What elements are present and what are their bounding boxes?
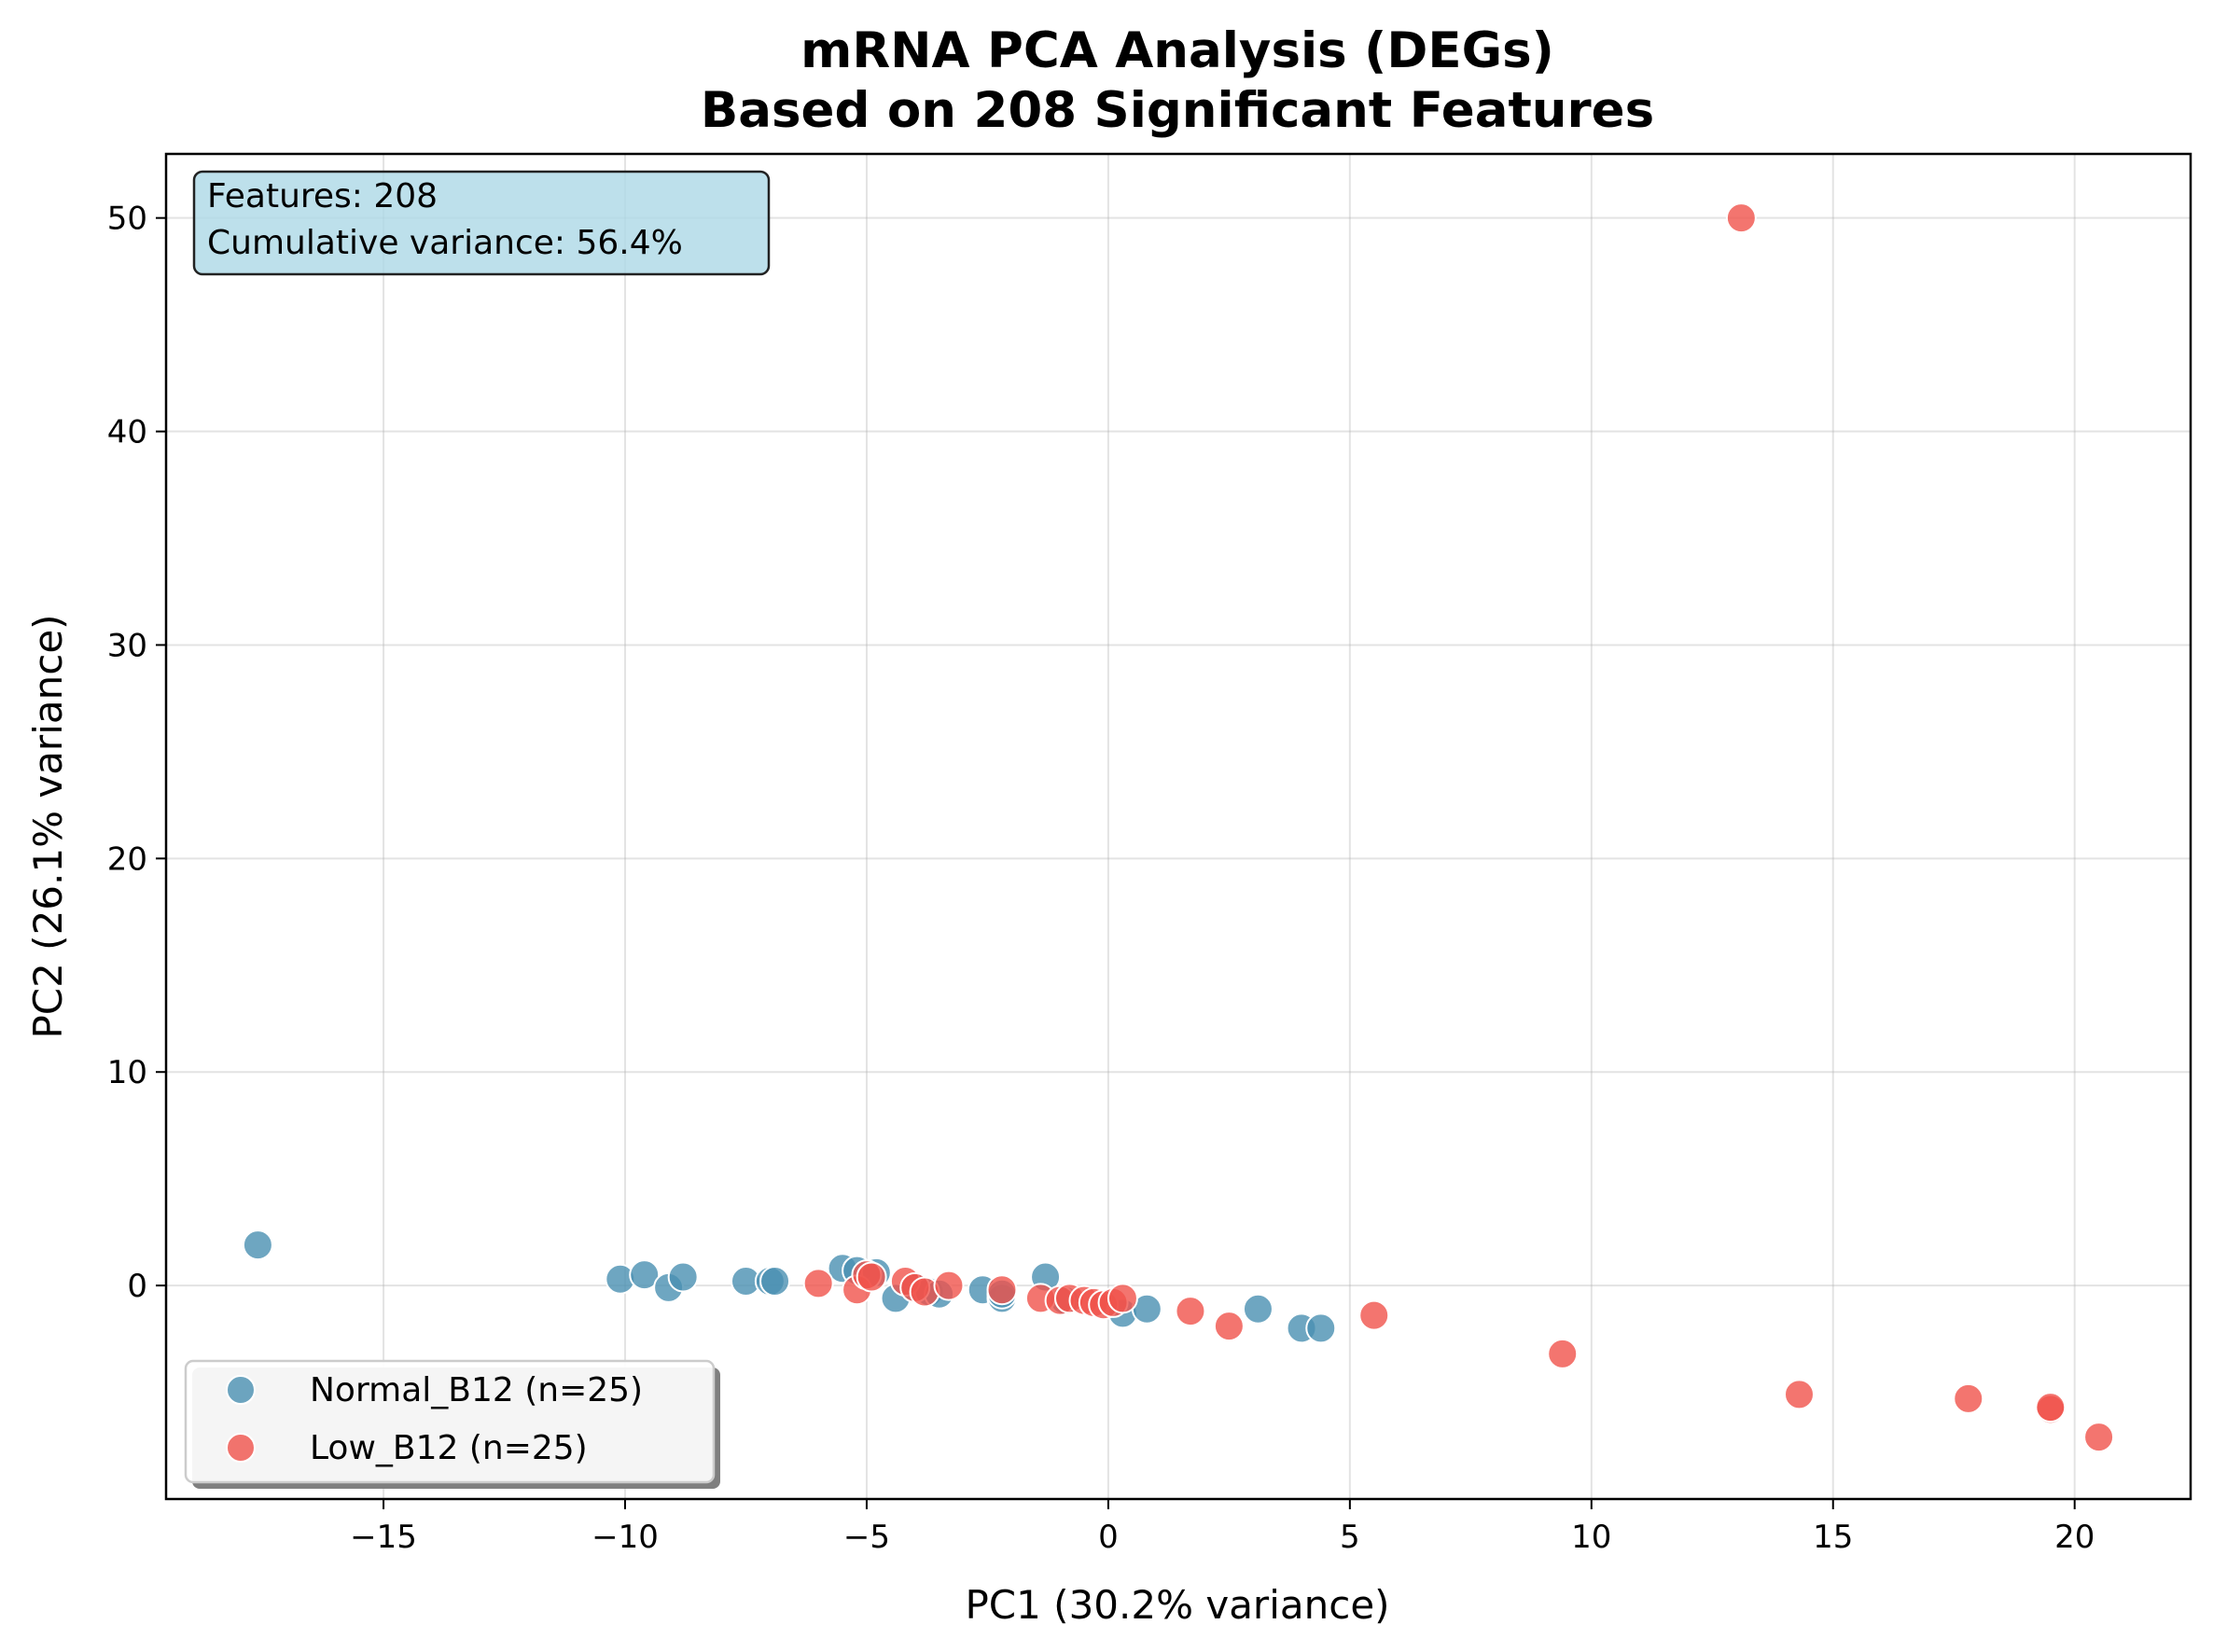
y-ticks: 0 10 20 30 40 50 xyxy=(107,201,166,1305)
info-box-background xyxy=(192,170,771,276)
x-tick-label: 5 xyxy=(1340,1519,1360,1556)
data-point-normal-b12 xyxy=(667,1261,699,1293)
grid-lines xyxy=(166,154,2191,1499)
y-axis-label: PC2 (26.1% variance) xyxy=(25,614,71,1038)
legend-marker-low-b12 xyxy=(226,1433,256,1463)
legend-marker-normal-b12 xyxy=(226,1375,256,1405)
plot-area-frame xyxy=(164,152,2192,1501)
x-tick-label: −5 xyxy=(843,1519,890,1556)
data-point-normal-b12 xyxy=(759,1266,791,1298)
legend: Normal_B12 (n=25) Low_B12 (n=25) xyxy=(184,1359,720,1489)
x-axis-label: PC1 (30.2% variance) xyxy=(965,1582,1389,1628)
data-point-low-b12 xyxy=(1953,1382,1984,1414)
info-box: Features: 208 Cumulative variance: 56.4% xyxy=(192,170,771,276)
x-tick-label: −10 xyxy=(592,1519,659,1556)
data-point-normal-b12 xyxy=(629,1259,661,1291)
y-tick-label: 10 xyxy=(107,1054,147,1091)
data-point-low-b12 xyxy=(986,1274,1018,1306)
x-tick-label: 10 xyxy=(1571,1519,1611,1556)
x-tick-label: 0 xyxy=(1098,1519,1119,1556)
info-box-variance: Cumulative variance: 56.4% xyxy=(207,224,683,262)
info-box-features: Features: 208 xyxy=(207,177,438,215)
y-tick-label: 0 xyxy=(127,1268,147,1305)
data-point-normal-b12 xyxy=(242,1229,273,1261)
chart-title-line2: Based on 208 Significant Features xyxy=(701,82,1654,139)
x-tick-label: −15 xyxy=(350,1519,417,1556)
y-tick-label: 20 xyxy=(107,840,147,878)
x-tick-label: 15 xyxy=(1813,1519,1853,1556)
data-point-low-b12 xyxy=(2083,1422,2115,1453)
data-point-low-b12 xyxy=(1547,1338,1579,1369)
data-point-normal-b12 xyxy=(1242,1293,1274,1325)
y-tick-label: 50 xyxy=(107,201,147,238)
legend-label-normal-b12: Normal_B12 (n=25) xyxy=(310,1371,643,1409)
data-point-low-b12 xyxy=(1106,1283,1138,1314)
legend-label-low-b12: Low_B12 (n=25) xyxy=(310,1429,588,1467)
data-point-low-b12 xyxy=(2035,1392,2067,1423)
data-point-low-b12 xyxy=(856,1261,887,1293)
y-tick-label: 30 xyxy=(107,627,147,664)
data-point-low-b12 xyxy=(1213,1311,1245,1342)
data-point-low-b12 xyxy=(933,1270,965,1301)
data-points xyxy=(242,202,2115,1453)
data-point-low-b12 xyxy=(1784,1379,1816,1410)
data-point-low-b12 xyxy=(1358,1299,1390,1331)
legend-frame xyxy=(184,1359,716,1484)
y-tick-label: 40 xyxy=(107,414,147,451)
chart-title-line1: mRNA PCA Analysis (DEGs) xyxy=(800,22,1554,79)
data-point-low-b12 xyxy=(1175,1296,1206,1327)
x-tick-label: 20 xyxy=(2054,1519,2095,1556)
data-point-normal-b12 xyxy=(1305,1312,1337,1344)
data-point-low-b12 xyxy=(802,1268,834,1299)
x-ticks: −15 −10 −5 0 5 10 15 20 xyxy=(350,1499,2095,1556)
data-point-low-b12 xyxy=(1725,202,1757,234)
